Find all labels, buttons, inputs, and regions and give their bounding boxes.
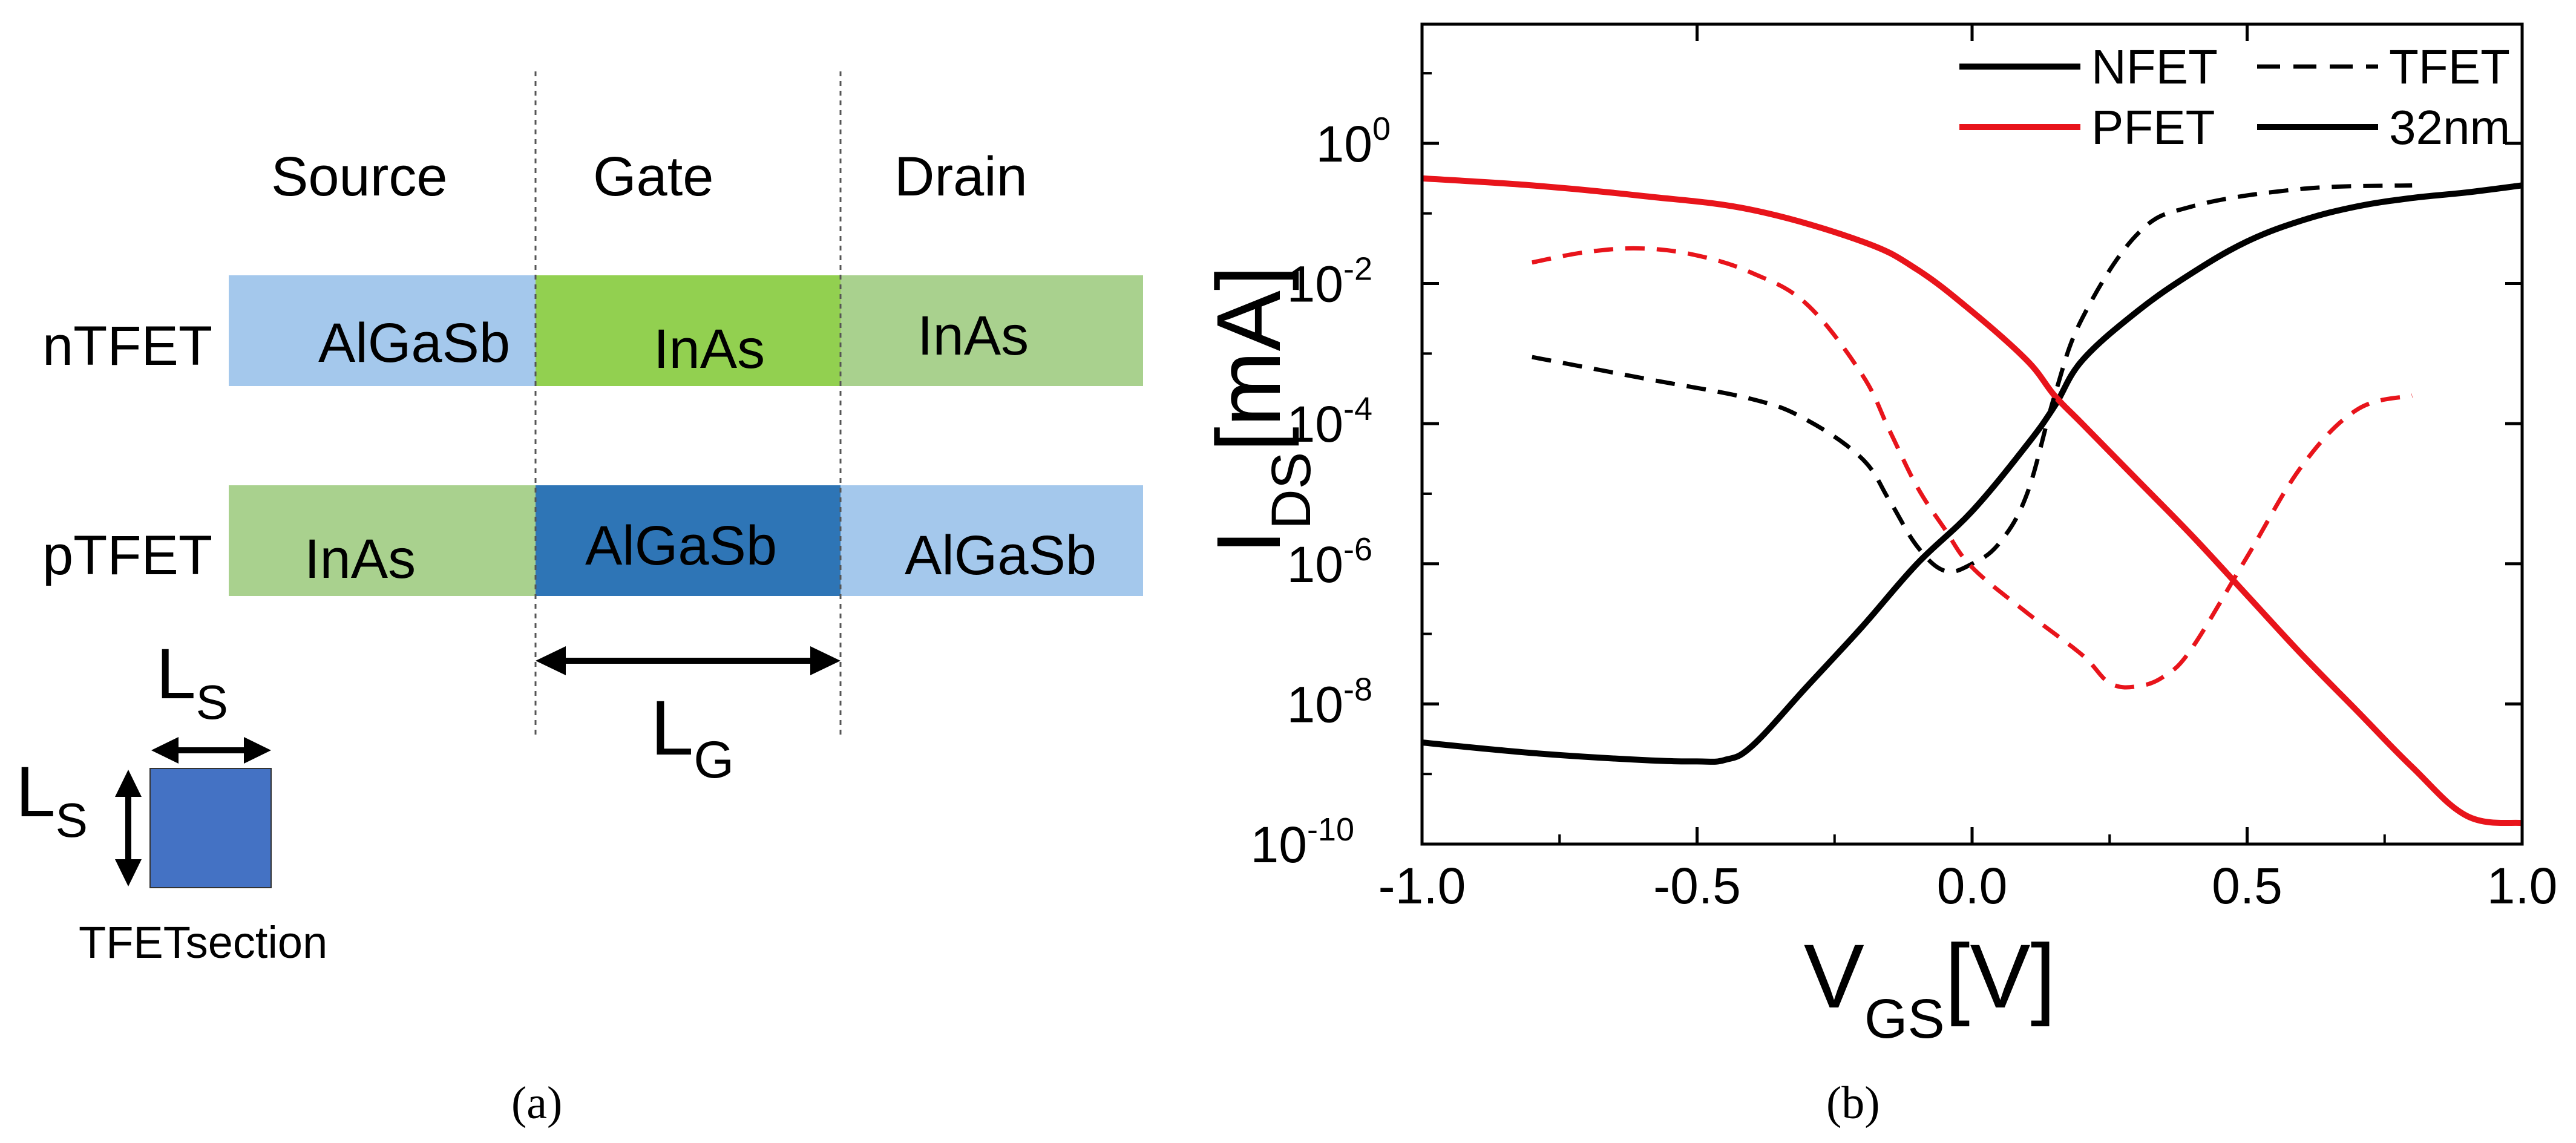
row-label-ptfet: pTFET: [42, 525, 213, 586]
header-gate: Gate: [593, 146, 714, 208]
axis-labels: VGS[V] IDS[mA]: [1198, 266, 2056, 1050]
caption-a: (a): [511, 1078, 563, 1128]
x-tick-label: 0.0: [1937, 857, 2008, 914]
x-axis-label: VGS[V]: [1804, 925, 2056, 1050]
section-height-label: LS: [16, 752, 88, 847]
section-square: [149, 768, 272, 888]
y-tick-label: 10-4: [1287, 391, 1372, 453]
series-line-3: [1532, 246, 2413, 690]
ntfet-drain-region: InAs: [841, 275, 1143, 386]
header-drain: Drain: [894, 146, 1027, 208]
x-tick-label: 1.0: [2487, 857, 2558, 914]
row-label-ntfet: nTFET: [42, 315, 213, 377]
x-tick-label: -1.0: [1378, 857, 1466, 914]
axes: -1.0 -0.5 0.0 0.5 1.0 10-10 10-8 10-6 10-4 10-2 10…: [1251, 22, 2558, 914]
y-tick-label: 10-10: [1251, 811, 1354, 873]
section-width-label: LS: [156, 634, 228, 729]
gate-length-label: LG: [651, 685, 735, 789]
ptfet-source-region: InAs: [229, 485, 536, 596]
legend-label-2: PFET: [2091, 100, 2215, 154]
x-tick-label: 0.5: [2212, 857, 2283, 914]
y-axis-label: IDS[mA]: [1198, 266, 1322, 555]
section-width-arrow: [151, 737, 271, 764]
section-caption: TFETsection: [79, 917, 328, 968]
legend-label-0: NFET: [2091, 40, 2218, 94]
y-tick-label: 10-6: [1287, 531, 1372, 593]
section-height-arrow: [115, 770, 142, 886]
ntfet-gate-region: InAs: [536, 275, 841, 386]
x-tick-label: -0.5: [1653, 857, 1741, 914]
series-line-0: [1422, 182, 2522, 765]
y-tick-label: 100: [1316, 111, 1391, 172]
caption-b: (b): [1826, 1078, 1880, 1128]
ntfet-gate-label: InAs: [654, 318, 765, 380]
ptfet-gate-region: AlGaSb: [536, 485, 841, 596]
plot-frame: [1420, 22, 2524, 846]
header-source: Source: [271, 146, 448, 208]
ptfet-source-label: InAs: [304, 528, 416, 590]
legend-label-1: TFET: [2389, 40, 2510, 94]
ptfet-drain-region: AlGaSb: [841, 485, 1143, 596]
ntfet-drain-label: InAs: [917, 305, 1029, 367]
series-line-1: [1422, 175, 2522, 827]
legend: NFET TFET PFET 32nm: [1959, 40, 2510, 154]
legend-label-3: 32nm: [2389, 100, 2510, 154]
series-line-2: [1532, 183, 2413, 574]
ptfet-drain-label: AlGaSb: [905, 525, 1097, 586]
ptfet-gate-label: AlGaSb: [585, 515, 778, 577]
panel-a-lines: [115, 71, 842, 888]
y-tick-label: 10-2: [1287, 251, 1372, 313]
gate-length-arrow: [536, 646, 841, 675]
ntfet-source-label: AlGaSb: [318, 312, 511, 374]
curves: [1422, 175, 2522, 827]
y-tick-label: 10-8: [1287, 671, 1372, 733]
ntfet-source-region: AlGaSb: [229, 275, 536, 386]
